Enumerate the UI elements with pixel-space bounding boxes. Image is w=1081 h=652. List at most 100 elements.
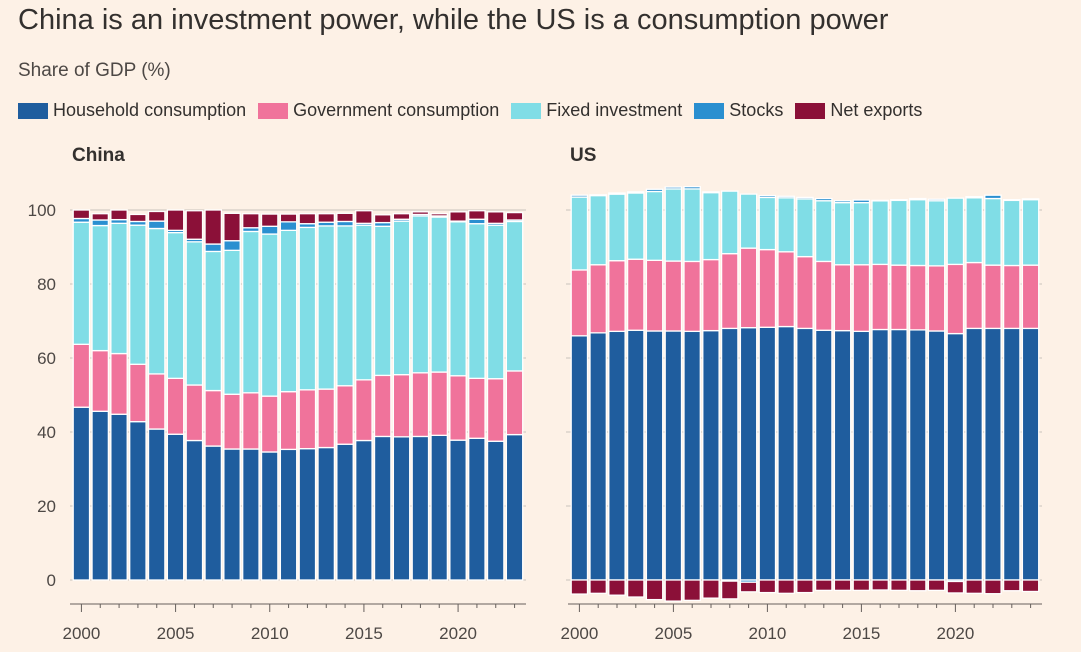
us-bar-government-consumption-2001 (589, 264, 607, 334)
y-tick-label-40: 40 (37, 423, 56, 442)
china-bar-fixed-investment-2002 (110, 222, 128, 355)
china-bar-fixed-investment-2016 (373, 225, 392, 377)
us-bar-stocks-2016 (871, 199, 889, 202)
legend-swatch-government-consumption (258, 102, 289, 119)
us-bar-net-exports-2024 (1021, 579, 1040, 593)
us-bar-net-exports-2000 (570, 579, 589, 595)
china-bar-government-consumption-2003 (129, 363, 147, 423)
china-bar-net-exports-2014 (336, 212, 354, 223)
us-bar-fixed-investment-2004 (645, 190, 664, 261)
china-bar-government-consumption-2023 (505, 370, 524, 436)
us-bar-fixed-investment-2015 (852, 201, 871, 266)
us-bar-fixed-investment-2023 (1002, 199, 1021, 267)
china-bar-government-consumption-2015 (355, 379, 373, 442)
china-bar-government-consumption-2016 (373, 374, 392, 438)
china-bar-stocks-2021 (468, 218, 486, 225)
china-bar-fixed-investment-2023 (505, 220, 524, 372)
china-bar-net-exports-2022 (486, 211, 505, 224)
us-bar-net-exports-2017 (890, 579, 908, 592)
china-bar-fixed-investment-2020 (449, 221, 467, 377)
china-bar-net-exports-2012 (298, 213, 317, 225)
legend-label-household-consumption: Household consumption (53, 100, 247, 120)
us-bar-stocks-2011 (777, 195, 795, 199)
us-bar-net-exports-2006 (683, 579, 701, 602)
china-bar-household-consumption-2015 (355, 439, 373, 581)
us-x-tick-label-2015: 2015 (842, 624, 880, 643)
us-bar-fixed-investment-2010 (758, 196, 777, 251)
china-bar-net-exports-2000 (72, 209, 91, 220)
us-bar-household-consumption-2000 (570, 335, 589, 581)
us-bar-government-consumption-2016 (871, 263, 889, 331)
china-bar-fixed-investment-2009 (242, 230, 260, 394)
us-bar-net-exports-2002 (608, 579, 626, 596)
us-bar-net-exports-2021 (965, 579, 983, 594)
us-bar-net-exports-2004 (645, 579, 664, 601)
china-bar-stocks-2011 (279, 221, 298, 231)
china-bar-government-consumption-2012 (298, 389, 317, 450)
china-bar-fixed-investment-2018 (411, 215, 430, 374)
us-bar-government-consumption-2015 (852, 264, 871, 333)
china-panel-title: China (72, 145, 125, 166)
legend-label-net-exports: Net exports (830, 100, 923, 120)
china-bar-government-consumption-2018 (411, 372, 430, 438)
us-bar-government-consumption-2007 (702, 258, 720, 332)
china-bar-government-consumption-2010 (260, 395, 279, 453)
us-bar-fixed-investment-2022 (984, 197, 1002, 266)
china-bar-net-exports-2008 (223, 212, 241, 242)
us-bar-net-exports-2008 (720, 580, 739, 600)
china-bar-household-consumption-2007 (204, 445, 223, 581)
us-bar-household-consumption-2004 (645, 330, 664, 581)
y-tick-label-20: 20 (37, 497, 56, 516)
china-bar-stocks-2014 (336, 220, 354, 227)
us-bar-net-exports-2022 (984, 579, 1002, 595)
us-bar-household-consumption-2008 (720, 327, 739, 581)
legend-item-stocks: Stocks (694, 100, 783, 121)
us-bar-stocks-2021 (965, 196, 983, 199)
china-bar-household-consumption-2013 (317, 446, 336, 581)
china-bar-net-exports-2001 (91, 213, 110, 221)
us-bar-net-exports-2009 (739, 581, 758, 593)
china-bar-net-exports-2016 (373, 214, 392, 224)
us-x-tick-label-2000: 2000 (560, 624, 598, 643)
us-bar-government-consumption-2009 (739, 247, 758, 329)
china-bar-stocks-2007 (204, 243, 223, 253)
china-bar-household-consumption-2008 (223, 448, 241, 581)
us-bar-fixed-investment-2011 (777, 197, 795, 253)
china-bar-net-exports-2018 (411, 211, 430, 216)
us-bar-household-consumption-2012 (796, 327, 814, 581)
china-bar-household-consumption-2003 (129, 420, 147, 581)
us-bar-household-consumption-2002 (608, 330, 626, 581)
us-bar-net-exports-2023 (1002, 579, 1021, 592)
us-bar-net-exports-2007 (702, 579, 720, 599)
us-bar-household-consumption-2001 (589, 332, 607, 581)
y-tick-label-100: 100 (28, 201, 56, 220)
china-x-tick-label-2010: 2010 (251, 624, 289, 643)
china-bar-net-exports-2019 (430, 213, 449, 217)
us-bar-fixed-investment-2021 (965, 197, 983, 264)
china-bar-fixed-investment-2003 (129, 224, 147, 365)
us-bar-household-consumption-2020 (946, 332, 965, 581)
china-bar-net-exports-2011 (279, 213, 298, 223)
us-bar-fixed-investment-2000 (570, 196, 589, 271)
us-bar-government-consumption-2021 (965, 261, 983, 330)
us-bar-government-consumption-2018 (908, 264, 927, 331)
us-bar-government-consumption-2014 (833, 264, 852, 332)
us-x-tick-label-2020: 2020 (936, 624, 974, 643)
china-bar-government-consumption-2019 (430, 371, 449, 436)
us-bar-household-consumption-2017 (890, 328, 908, 581)
us-bar-net-exports-2015 (852, 579, 871, 592)
china-x-tick-label-2020: 2020 (439, 624, 477, 643)
legend-swatch-fixed-investment (511, 102, 542, 119)
us-bar-government-consumption-2000 (570, 269, 589, 337)
us-bar-household-consumption-2018 (908, 329, 927, 581)
us-bar-stocks-2019 (927, 198, 946, 202)
china-bar-fixed-investment-2000 (72, 221, 91, 345)
us-bar-government-consumption-2004 (645, 259, 664, 332)
us-bar-fixed-investment-2020 (946, 197, 965, 266)
china-bar-government-consumption-2022 (486, 378, 505, 442)
us-bar-stocks-2024 (1021, 198, 1040, 201)
china-bar-government-consumption-2011 (279, 391, 298, 451)
china-bar-household-consumption-2001 (91, 410, 110, 581)
china-bar-government-consumption-2007 (204, 389, 223, 447)
chart-subtitle: Share of GDP (%) (18, 60, 171, 81)
